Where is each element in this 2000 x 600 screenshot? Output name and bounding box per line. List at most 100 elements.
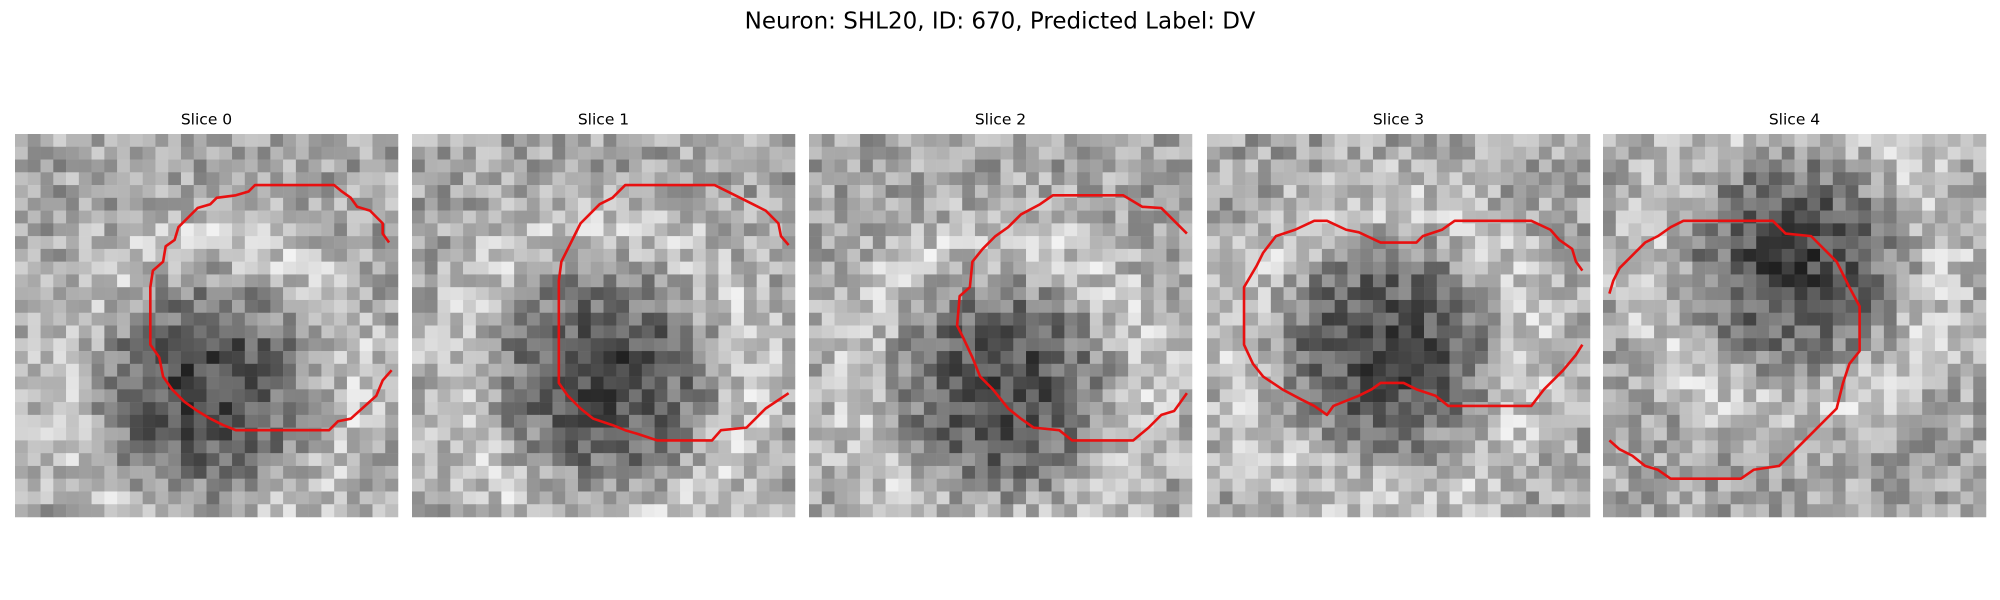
- pixel: [359, 363, 373, 377]
- pixel: [1270, 185, 1284, 199]
- pixel: [1909, 325, 1923, 339]
- pixel: [180, 351, 194, 365]
- pixel: [129, 363, 143, 377]
- pixel: [475, 478, 489, 492]
- pixel: [1551, 338, 1565, 352]
- pixel: [1038, 440, 1052, 454]
- pixel: [488, 325, 502, 339]
- pixel: [1666, 274, 1680, 288]
- pixel: [1705, 389, 1719, 403]
- pixel: [1283, 261, 1297, 275]
- pixel: [526, 402, 540, 416]
- pixel: [1219, 491, 1233, 505]
- pixel: [577, 248, 591, 262]
- pixel: [244, 172, 258, 186]
- pixel: [526, 465, 540, 479]
- pixel: [1871, 363, 1885, 377]
- pixel: [1449, 414, 1463, 428]
- pixel: [66, 210, 80, 224]
- pixel: [1309, 478, 1323, 492]
- pixel: [1909, 287, 1923, 301]
- pixel: [334, 172, 348, 186]
- pixel: [78, 351, 92, 365]
- pixel: [117, 363, 131, 377]
- pixel: [180, 465, 194, 479]
- pixel: [244, 338, 258, 352]
- pixel: [847, 376, 861, 390]
- pixel: [180, 414, 194, 428]
- pixel: [193, 338, 207, 352]
- pixel: [526, 478, 540, 492]
- pixel: [1245, 491, 1259, 505]
- pixel: [756, 478, 770, 492]
- pixel: [1526, 453, 1540, 467]
- pixel: [1232, 261, 1246, 275]
- pixel: [15, 414, 29, 428]
- pixel: [1372, 363, 1386, 377]
- pixel: [782, 223, 796, 237]
- pixel: [860, 338, 874, 352]
- pixel: [667, 299, 681, 313]
- pixel: [705, 440, 719, 454]
- pixel: [1487, 287, 1501, 301]
- pixel: [654, 185, 668, 199]
- pixel: [1258, 146, 1272, 160]
- pixel: [654, 338, 668, 352]
- pixel: [860, 325, 874, 339]
- pixel: [1270, 159, 1284, 173]
- pixel: [1564, 465, 1578, 479]
- pixel: [359, 338, 373, 352]
- pixel: [1179, 427, 1193, 441]
- pixel: [911, 453, 925, 467]
- pixel: [1140, 402, 1154, 416]
- pixel: [1807, 274, 1821, 288]
- pixel: [680, 504, 694, 518]
- pixel: [514, 440, 528, 454]
- pixel: [66, 478, 80, 492]
- pixel: [1743, 134, 1757, 148]
- pixel: [1960, 210, 1974, 224]
- pixel: [860, 376, 874, 390]
- pixel: [1717, 504, 1731, 518]
- pixel: [1475, 389, 1489, 403]
- pixel: [321, 414, 335, 428]
- pixel: [1424, 427, 1438, 441]
- pixel: [1858, 376, 1872, 390]
- panel: Slice 1: [412, 111, 796, 518]
- pixel: [949, 197, 963, 211]
- pixel: [437, 210, 451, 224]
- pixel: [1666, 325, 1680, 339]
- pixel: [129, 376, 143, 390]
- pixel: [1577, 414, 1591, 428]
- pixel: [1296, 376, 1310, 390]
- pixel: [1947, 248, 1961, 262]
- pixel: [1411, 427, 1425, 441]
- pixel: [1794, 504, 1808, 518]
- pixel: [463, 414, 477, 428]
- pixel: [1564, 261, 1578, 275]
- pixel: [743, 504, 757, 518]
- pixel: [359, 223, 373, 237]
- pixel: [718, 453, 732, 467]
- pixel: [180, 248, 194, 262]
- pixel: [129, 491, 143, 505]
- pixel: [1153, 440, 1167, 454]
- pixel: [1128, 172, 1142, 186]
- pixel: [1487, 236, 1501, 250]
- pixel: [180, 338, 194, 352]
- pixel: [1960, 287, 1974, 301]
- pixel: [1321, 414, 1335, 428]
- pixel: [680, 414, 694, 428]
- pixel: [1577, 465, 1591, 479]
- pixel: [1487, 274, 1501, 288]
- pixel: [1000, 338, 1014, 352]
- pixel: [1743, 478, 1757, 492]
- pixel: [1321, 223, 1335, 237]
- pixel: [1807, 248, 1821, 262]
- pixel: [78, 504, 92, 518]
- pixel: [142, 172, 156, 186]
- pixel: [1934, 363, 1948, 377]
- pixel: [654, 172, 668, 186]
- pixel: [372, 248, 386, 262]
- pixel: [987, 185, 1001, 199]
